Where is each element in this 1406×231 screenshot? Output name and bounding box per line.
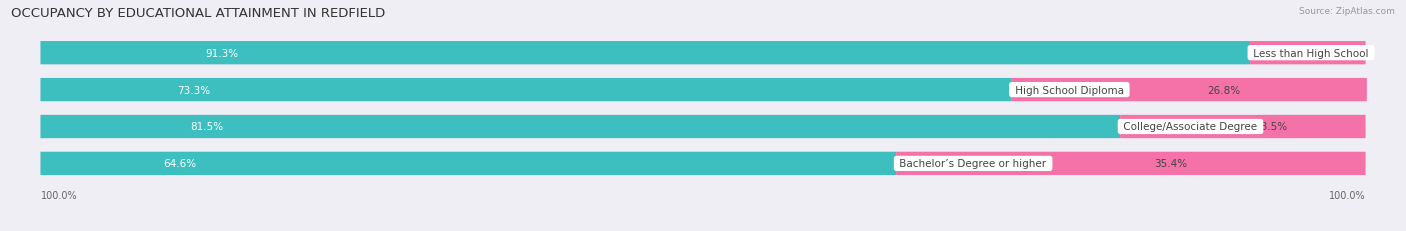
Text: 73.3%: 73.3% (177, 85, 209, 95)
Text: 8.7%: 8.7% (1313, 49, 1340, 58)
FancyBboxPatch shape (41, 79, 1012, 102)
Text: Bachelor’s Degree or higher: Bachelor’s Degree or higher (897, 159, 1050, 169)
Text: Source: ZipAtlas.com: Source: ZipAtlas.com (1299, 7, 1395, 16)
FancyBboxPatch shape (41, 42, 1365, 65)
Text: OCCUPANCY BY EDUCATIONAL ATTAINMENT IN REDFIELD: OCCUPANCY BY EDUCATIONAL ATTAINMENT IN R… (11, 7, 385, 20)
FancyBboxPatch shape (41, 42, 1250, 65)
FancyBboxPatch shape (41, 115, 1365, 139)
Text: 100.0%: 100.0% (41, 190, 77, 200)
FancyBboxPatch shape (41, 115, 1121, 139)
FancyBboxPatch shape (41, 152, 1365, 175)
Text: 35.4%: 35.4% (1154, 159, 1188, 169)
FancyBboxPatch shape (41, 152, 897, 175)
Text: 26.8%: 26.8% (1206, 85, 1240, 95)
Text: 81.5%: 81.5% (190, 122, 224, 132)
FancyBboxPatch shape (897, 152, 1365, 175)
Text: High School Diploma: High School Diploma (1012, 85, 1128, 95)
Text: Less than High School: Less than High School (1250, 49, 1372, 58)
Text: 91.3%: 91.3% (205, 49, 239, 58)
FancyBboxPatch shape (1121, 115, 1365, 139)
Text: 18.5%: 18.5% (1256, 122, 1288, 132)
FancyBboxPatch shape (1250, 42, 1365, 65)
FancyBboxPatch shape (1012, 79, 1367, 102)
Text: 64.6%: 64.6% (163, 159, 197, 169)
FancyBboxPatch shape (41, 79, 1365, 102)
Text: 100.0%: 100.0% (1329, 190, 1365, 200)
Text: College/Associate Degree: College/Associate Degree (1121, 122, 1261, 132)
